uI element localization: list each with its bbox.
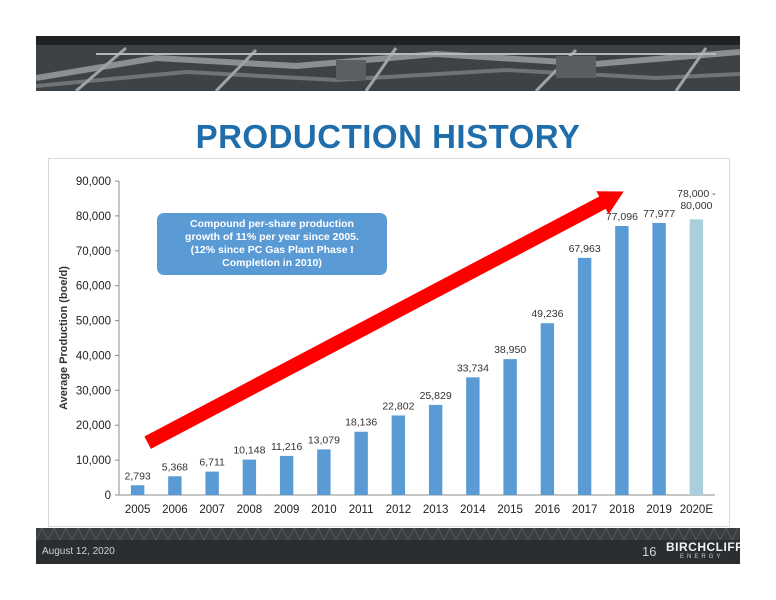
y-tick-label: 80,000 xyxy=(76,211,111,223)
y-axis-title: Average Production (boe/d) xyxy=(58,266,70,410)
x-tick-label: 2008 xyxy=(237,504,263,516)
x-tick-label: 2010 xyxy=(311,504,337,516)
y-tick-label: 90,000 xyxy=(76,176,111,188)
industrial-pipes-image xyxy=(36,36,740,91)
bar-2020E xyxy=(689,219,704,495)
annotation-line-2: growth of 11% per year since 2005. xyxy=(185,231,359,243)
y-tick-label: 0 xyxy=(105,490,111,502)
data-label-2011: 18,136 xyxy=(345,417,377,429)
annotation-box xyxy=(157,213,387,275)
x-tick-label: 2015 xyxy=(497,504,523,516)
y-tick-label: 30,000 xyxy=(76,385,111,397)
bar-2007 xyxy=(205,471,219,495)
data-label-2010: 13,079 xyxy=(308,434,340,446)
birchcliff-logo: BIRCHCLIFF ENERGY xyxy=(666,540,740,562)
x-tick-label: 2013 xyxy=(423,504,449,516)
x-tick-label: 2012 xyxy=(386,504,412,516)
x-tick-label: 2018 xyxy=(609,504,635,516)
bar-2008 xyxy=(242,459,257,495)
header-banner-image xyxy=(36,36,740,91)
bar-2006 xyxy=(168,476,182,495)
data-label-2015: 38,950 xyxy=(494,344,526,356)
footer-pattern xyxy=(36,528,740,540)
bar-2019 xyxy=(652,222,666,496)
bar-2012 xyxy=(391,415,406,495)
data-label-2014: 33,734 xyxy=(457,362,489,374)
x-tick-label: 2017 xyxy=(572,504,598,516)
data-label-2005: 2,793 xyxy=(124,470,150,482)
y-tick-label: 60,000 xyxy=(76,281,111,293)
x-tick-label: 2009 xyxy=(274,504,300,516)
y-tick-label: 40,000 xyxy=(76,350,111,362)
production-bar-chart: 0 10,000 20,000 30,000 40,000 50,000 60,000 70,… xyxy=(58,176,716,516)
data-label-2018: 77,096 xyxy=(606,211,638,223)
page-number: 16 xyxy=(642,544,657,559)
logo-name: BIRCHCLIFF xyxy=(666,540,740,554)
bar-2009 xyxy=(279,455,294,495)
bar-2015 xyxy=(503,359,517,495)
y-tick-label: 10,000 xyxy=(76,455,111,467)
bar-2010 xyxy=(317,449,331,495)
logo-subtitle: ENERGY xyxy=(680,554,724,560)
data-label-2013: 25,829 xyxy=(420,390,452,402)
annotation-line-3: (12% since PC Gas Plant Phase I xyxy=(191,244,354,256)
data-label-2006: 5,368 xyxy=(162,461,188,473)
bar-2014 xyxy=(466,377,480,495)
chart-frame: 0 10,000 20,000 30,000 40,000 50,000 60,000 70,… xyxy=(48,158,730,527)
bar-2018 xyxy=(615,226,629,495)
data-label-2020E-line1: 78,000 - xyxy=(677,188,716,200)
x-tick-label: 2020E xyxy=(680,504,714,516)
bar-2016 xyxy=(540,323,555,495)
x-tick-label: 2016 xyxy=(535,504,561,516)
y-tick-label: 20,000 xyxy=(76,420,111,432)
bar-2017 xyxy=(577,257,592,495)
bar-2005 xyxy=(130,485,145,495)
x-tick-label: 2014 xyxy=(460,504,486,516)
y-tick-label: 50,000 xyxy=(76,316,111,328)
data-label-2007: 6,711 xyxy=(199,457,225,469)
data-label-2019: 77,977 xyxy=(643,208,675,220)
annotation-line-1: Compound per-share production xyxy=(190,218,354,230)
x-tick-label: 2006 xyxy=(162,504,188,516)
page-title: PRODUCTION HISTORY xyxy=(195,118,581,155)
data-label-2017: 67,963 xyxy=(569,243,601,255)
data-label-2016: 49,236 xyxy=(531,308,563,320)
bar-2013 xyxy=(428,404,443,495)
data-label-2008: 10,148 xyxy=(233,445,265,457)
data-label-2020E-line2: 80,000 xyxy=(680,200,712,212)
x-tick-label: 2011 xyxy=(349,504,374,516)
data-label-2012: 22,802 xyxy=(382,400,414,412)
growth-arrow xyxy=(144,191,624,449)
data-label-2009: 11,216 xyxy=(271,441,302,453)
footer-date: August 12, 2020 xyxy=(42,546,115,557)
bar-2011 xyxy=(354,431,368,495)
x-tick-label: 2005 xyxy=(125,504,151,516)
x-tick-label: 2019 xyxy=(646,504,672,516)
x-tick-label: 2007 xyxy=(199,504,225,516)
footer-bar: August 12, 2020 16 BIRCHCLIFF ENERGY xyxy=(36,528,740,564)
annotation-line-4: Completion in 2010) xyxy=(222,257,322,269)
y-tick-label: 70,000 xyxy=(76,246,111,258)
